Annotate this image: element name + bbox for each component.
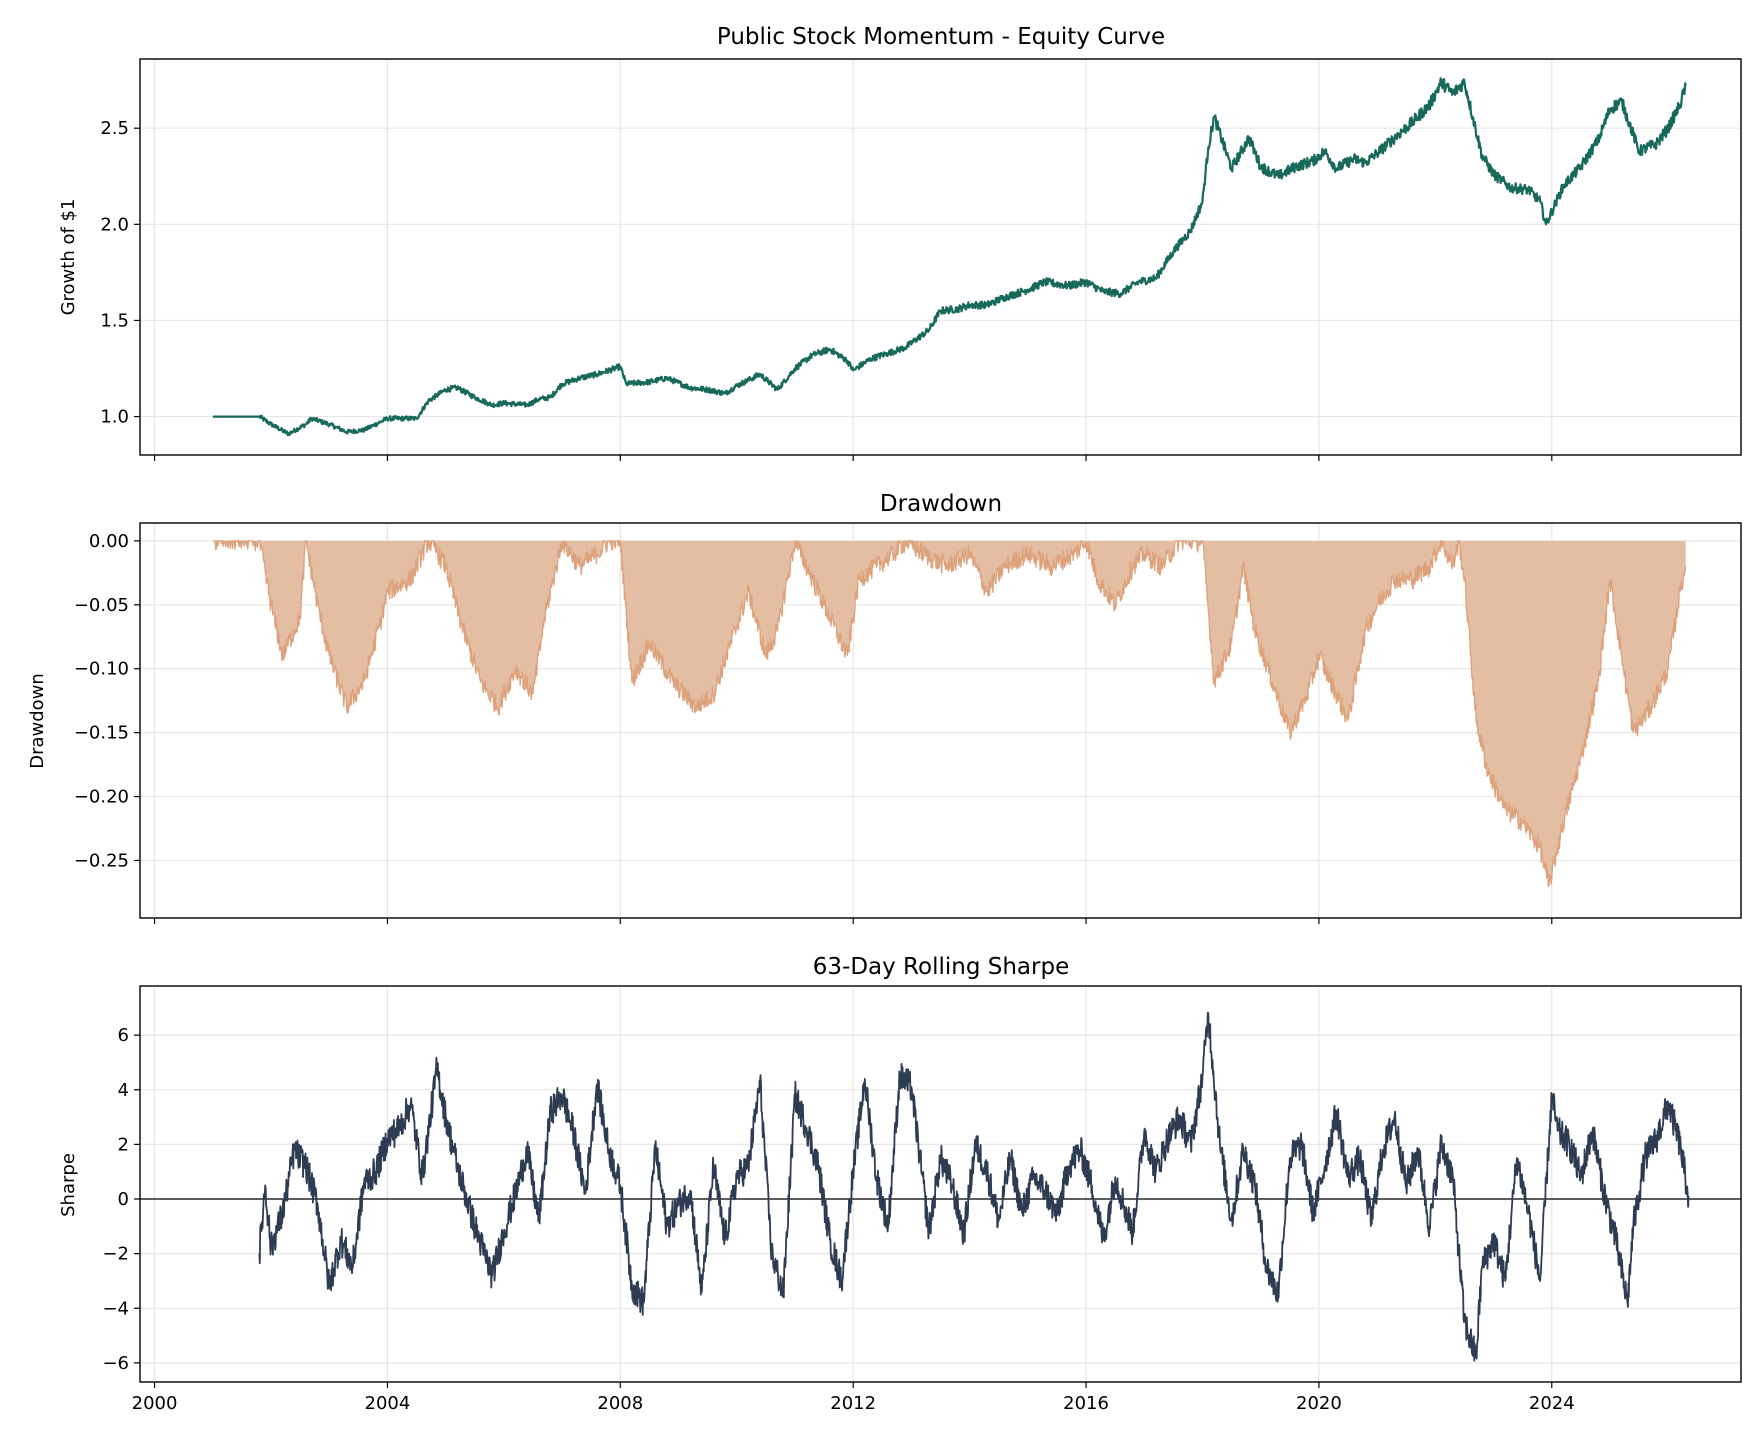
sharpe-line: [258, 1011, 1690, 1362]
drawdown-title: Drawdown: [880, 491, 1002, 517]
drawdown-area: [212, 540, 1686, 887]
drawdown-axes-frame: [139, 522, 1742, 919]
equity-grid: [140, 59, 1741, 455]
sharpe-xtick-label: 2012: [830, 1393, 876, 1414]
drawdown-ytick-label: −0.25: [74, 850, 129, 871]
sharpe-ytick-label: −4: [102, 1298, 129, 1319]
drawdown-ytick-label: 0.00: [89, 531, 129, 552]
equity-ytick-label: 1.5: [100, 310, 129, 331]
sharpe-xtick-label: 2020: [1296, 1393, 1342, 1414]
sharpe-ticks: 2000 2004 2008 2012 2016 2020 2024 6 4 2 0 −2 −4 −6: [102, 1025, 1574, 1414]
sharpe-ytick-label: 4: [118, 1080, 129, 1101]
equity-ticks: 1.0 1.5 2.0 2.5: [100, 118, 1553, 461]
drawdown-panel: Drawdown Drawdown 0.00 −0.05 −0.10 −0.15 −0.…: [27, 491, 1742, 924]
equity-ytick-label: 1.0: [100, 407, 129, 428]
sharpe-ytick-label: −6: [102, 1353, 129, 1374]
drawdown-ytick-label: −0.10: [74, 659, 129, 680]
equity-panel: Public Stock Momentum - Equity Curve Gro…: [58, 24, 1742, 461]
drawdown-ylabel: Drawdown: [27, 673, 48, 769]
sharpe-xtick-label: 2016: [1063, 1393, 1109, 1414]
equity-axes-frame: [139, 58, 1742, 456]
sharpe-grid: [140, 986, 1741, 1382]
sharpe-xtick-label: 2000: [132, 1393, 178, 1414]
drawdown-grid: [140, 523, 1741, 918]
sharpe-xtick-label: 2008: [597, 1393, 643, 1414]
sharpe-panel: 63-Day Rolling Sharpe Sharpe 2000 2004 200…: [58, 954, 1742, 1414]
drawdown-ytick-label: −0.05: [74, 595, 129, 616]
equity-series: [212, 77, 1687, 437]
equity-ytick-label: 2.0: [100, 214, 129, 235]
sharpe-ytick-label: 6: [118, 1025, 129, 1046]
drawdown-line: [212, 538, 1687, 887]
sharpe-ytick-label: 2: [118, 1134, 129, 1155]
drawdown-ticks: 0.00 −0.05 −0.10 −0.15 −0.20 −0.25: [74, 531, 1553, 924]
sharpe-ytick-label: −2: [102, 1244, 129, 1265]
drawdown-ytick-label: −0.20: [74, 787, 129, 808]
sharpe-ylabel: Sharpe: [58, 1153, 79, 1217]
equity-curve-line: [212, 77, 1687, 437]
drawdown-series: [212, 538, 1687, 887]
sharpe-title: 63-Day Rolling Sharpe: [813, 954, 1069, 980]
equity-ytick-label: 2.5: [100, 118, 129, 139]
sharpe-series: [258, 1011, 1690, 1362]
drawdown-ytick-label: −0.15: [74, 723, 129, 744]
equity-ylabel: Growth of $1: [58, 199, 79, 316]
sharpe-ytick-label: 0: [118, 1189, 129, 1210]
sharpe-xtick-label: 2004: [365, 1393, 411, 1414]
equity-title: Public Stock Momentum - Equity Curve: [717, 24, 1165, 50]
sharpe-xtick-label: 2024: [1529, 1393, 1575, 1414]
sharpe-axes-frame: [139, 985, 1742, 1383]
